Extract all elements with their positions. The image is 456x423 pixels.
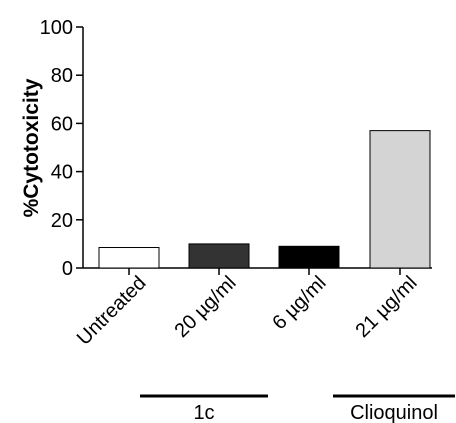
bar <box>98 247 160 269</box>
bars <box>98 130 431 269</box>
y-tick-label: 100 <box>40 17 73 39</box>
x-tick-label: 20 µg/ml <box>170 272 240 342</box>
group-label: Clioquinol <box>350 402 438 423</box>
category-labels: Untreated 20 µg/ml 6 µg/ml 21 µg/ml <box>73 272 422 350</box>
y-axis: 0 20 40 60 80 100 <box>40 17 84 280</box>
y-tick-label: 20 <box>51 210 73 232</box>
y-tick-label: 80 <box>51 65 73 87</box>
group-label: 1c <box>193 402 214 423</box>
bar <box>278 245 340 269</box>
x-tick-label: 6 µg/ml <box>268 272 330 334</box>
x-tick-label: Untreated <box>73 272 151 350</box>
y-tick-label: 0 <box>62 258 73 280</box>
bar <box>188 243 250 269</box>
x-tick-label: 21 µg/ml <box>351 272 421 342</box>
y-tick-label: 40 <box>51 162 73 184</box>
y-axis-label: %Cytotoxicity <box>20 78 43 217</box>
group-labels: 1c Clioquinol <box>140 394 455 423</box>
y-tick-label: 60 <box>51 113 73 135</box>
bar <box>369 130 431 269</box>
